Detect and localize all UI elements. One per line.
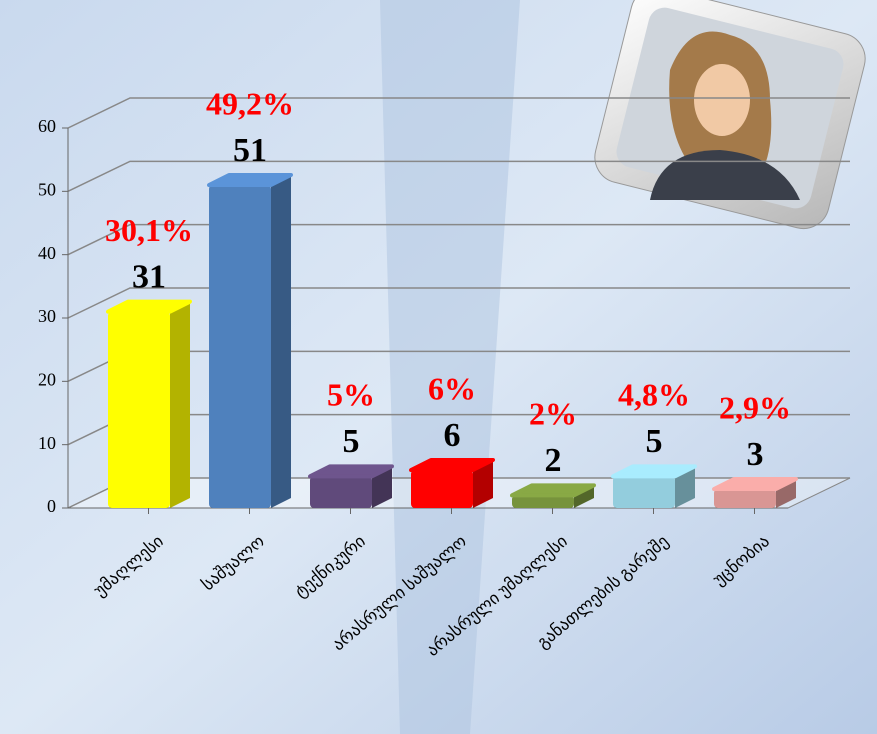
- y-tick-label: 50: [38, 179, 56, 199]
- chart: 01020304050603130,1%უმაღლესი5149,2%საშუა…: [0, 0, 877, 734]
- value-label: 6: [444, 417, 461, 454]
- bar-front: [310, 476, 372, 508]
- bar: [613, 466, 695, 508]
- y-tick-label: 60: [38, 116, 56, 136]
- y-tick-label: 20: [38, 369, 56, 389]
- bar-side: [271, 175, 291, 508]
- y-tick-label: 0: [47, 496, 56, 516]
- bar: [108, 302, 190, 508]
- value-label: 5: [646, 423, 663, 460]
- y-tick-label: 40: [38, 243, 56, 263]
- y-tick-label: 30: [38, 306, 56, 326]
- percent-label: 5%: [327, 377, 375, 413]
- y-tick-label: 10: [38, 433, 56, 453]
- bar-side: [170, 302, 190, 508]
- bar-front: [714, 489, 776, 508]
- bar-front: [613, 476, 675, 508]
- bar-front: [108, 312, 170, 508]
- bar: [714, 479, 796, 508]
- value-label: 31: [132, 258, 166, 295]
- value-label: 2: [545, 442, 562, 479]
- value-label: 3: [747, 436, 764, 473]
- value-label: 51: [233, 132, 267, 169]
- percent-label: 6%: [428, 370, 476, 406]
- percent-label: 4,8%: [618, 377, 690, 413]
- page: {"chart_data": {"type": "bar3d", "catego…: [0, 0, 877, 734]
- bar: [209, 175, 291, 508]
- percent-label: 49,2%: [206, 85, 294, 121]
- bar: [411, 460, 493, 508]
- value-label: 5: [343, 423, 360, 460]
- bar-front: [411, 470, 473, 508]
- bar: [310, 466, 392, 508]
- percent-label: 2%: [529, 396, 577, 432]
- percent-label: 30,1%: [105, 212, 193, 248]
- bar-front: [209, 185, 271, 508]
- percent-label: 2,9%: [719, 389, 791, 425]
